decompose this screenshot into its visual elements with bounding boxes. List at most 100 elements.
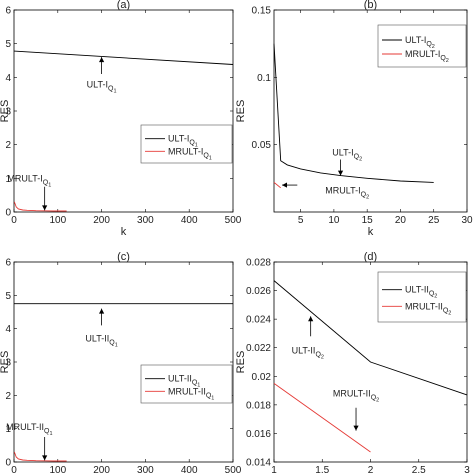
annotation-label-sub: Q (108, 86, 114, 93)
series-line-red (13, 201, 67, 212)
annotation-label: MRULT-IIQ1 (6, 422, 52, 437)
annotation-label-subsub: 2 (366, 194, 369, 200)
legend-box (140, 124, 233, 164)
annotation-label-sub: Q (315, 352, 321, 359)
annotation-label-subsub: 2 (359, 157, 362, 163)
legend-entry-sub: Q (189, 140, 195, 147)
x-axis-label: k (121, 226, 127, 238)
annotation-label-sub: Q (44, 428, 50, 435)
y-tick-label: 2 (5, 140, 11, 151)
x-tick-label: 500 (225, 215, 242, 226)
y-axis-label: RES (235, 351, 247, 374)
annotation-label-sub: Q (109, 340, 115, 347)
legend-entry: ULT-IIQ1 (168, 374, 200, 389)
legend-entry-subsub: 1 (197, 383, 200, 389)
y-tick-label: 0.026 (246, 286, 271, 297)
x-tick-label: 500 (225, 465, 242, 474)
x-axis-label: k (368, 226, 374, 238)
y-tick-label: 4 (5, 324, 11, 335)
annotation-label: MRULT-IIQ2 (333, 388, 379, 403)
y-tick-label: 0.014 (246, 458, 271, 469)
x-tick-label: 100 (49, 465, 66, 474)
annotation-label-main: MRULT-II (6, 422, 44, 432)
legend-entry-main: ULT-I (168, 134, 189, 144)
annotation-label-subsub: 1 (49, 431, 52, 437)
annotation-label: ULT-IQ2 (332, 148, 362, 163)
y-tick-label: 3 (5, 107, 11, 118)
x-tick-label: 2.5 (412, 465, 426, 474)
arrow-head (281, 182, 287, 188)
panel-title: (d) (364, 251, 377, 263)
legend-entry-sub: Q (429, 291, 435, 298)
series-line-red (13, 451, 67, 462)
annotation-label: ULT-IIQ2 (292, 346, 324, 361)
panel-title: (b) (364, 0, 377, 11)
legend-entry-main: MRULT-II (405, 301, 443, 311)
annotation-label-subsub: 1 (48, 182, 51, 188)
chart-panel-d: 1 1.5 2 2.5 3 0.014 0.016 0.018 0.02 0.022 0.024 0.… (235, 251, 470, 474)
legend-entry-main: MRULT-I (168, 146, 203, 156)
legend-entry-subsub: 1 (195, 143, 198, 149)
x-tick-label: 400 (181, 215, 198, 226)
y-tick-label: 0 (5, 208, 11, 219)
legend-entry: ULT-IQ1 (168, 134, 198, 149)
x-tick-label: 300 (137, 215, 154, 226)
arrow-head (308, 316, 314, 322)
annotation-label-main: ULT-I (332, 148, 353, 158)
chart-panel-c: 01002003004005000123456(c)kRESULT-IIQ1MR… (0, 251, 242, 474)
y-tick-label: 6 (5, 258, 11, 269)
legend-box (377, 271, 467, 323)
annotation-label: ULT-IIQ1 (85, 334, 117, 349)
chart-panel-b: 5 10 15 20 25 300.050.10.15 (b)kRESULT-IQ2MRUL… (235, 0, 473, 238)
annotation-label: MRULT-IQ1 (7, 173, 51, 188)
y-axis-label: RES (0, 100, 11, 123)
legend-entry-subsub: 1 (209, 155, 212, 161)
x-tick-label: 400 (181, 465, 198, 474)
y-tick-label: 0.05 (252, 140, 272, 151)
legend-entry: ULT-IQ2 (405, 35, 435, 50)
x-tick-label: 2 (368, 465, 374, 474)
annotation-label-sub: Q (371, 394, 377, 401)
y-tick-label: 5 (5, 291, 11, 302)
x-tick-label: 20 (395, 215, 407, 226)
x-tick-label: 3 (464, 465, 470, 474)
x-tick-label: 100 (49, 215, 66, 226)
legend-entry-subsub: 2 (448, 310, 451, 316)
x-tick-label: 0 (11, 465, 17, 474)
annotation-label-sub: Q (43, 179, 49, 186)
y-tick-label: 0.018 (246, 400, 271, 411)
y-tick-label: 0.02 (252, 372, 272, 383)
series-line-black (273, 280, 468, 396)
x-tick-label: 200 (93, 215, 110, 226)
y-tick-label: 0.15 (252, 6, 272, 17)
arrow-head (99, 57, 105, 63)
legend-entry-main: ULT-I (405, 35, 426, 45)
legend-entry-subsub: 1 (211, 395, 214, 401)
series-line-black (13, 50, 234, 65)
legend-entry-subsub: 2 (434, 294, 437, 300)
annotation-label-main: MRULT-I (325, 185, 360, 195)
y-tick-label: 1 (5, 174, 11, 185)
panel-title: (c) (117, 251, 130, 263)
legend-entry: MRULT-IIQ1 (168, 386, 214, 401)
y-axis-label: RES (0, 351, 11, 374)
series-line-red (273, 182, 281, 189)
legend-entry-sub: Q (203, 152, 209, 159)
annotation-label: ULT-IQ1 (87, 80, 117, 95)
y-tick-label: 0.022 (246, 343, 271, 354)
annotation-label-main: MRULT-II (333, 388, 371, 398)
y-tick-label: 6 (5, 6, 11, 17)
x-tick-label: 10 (328, 215, 340, 226)
y-tick-label: 4 (5, 73, 11, 84)
legend-entry: MRULT-IIQ2 (405, 301, 451, 316)
annotation-label-main: ULT-II (292, 346, 316, 356)
x-tick-label: 15 (362, 215, 374, 226)
annotation-label-main: ULT-I (87, 80, 108, 90)
annotation-label-subsub: 1 (115, 343, 118, 349)
legend-entry: MRULT-IQ1 (168, 146, 212, 161)
legend-box (140, 364, 233, 404)
arrow-head (337, 170, 344, 176)
legend-entry-main: ULT-II (168, 374, 192, 384)
